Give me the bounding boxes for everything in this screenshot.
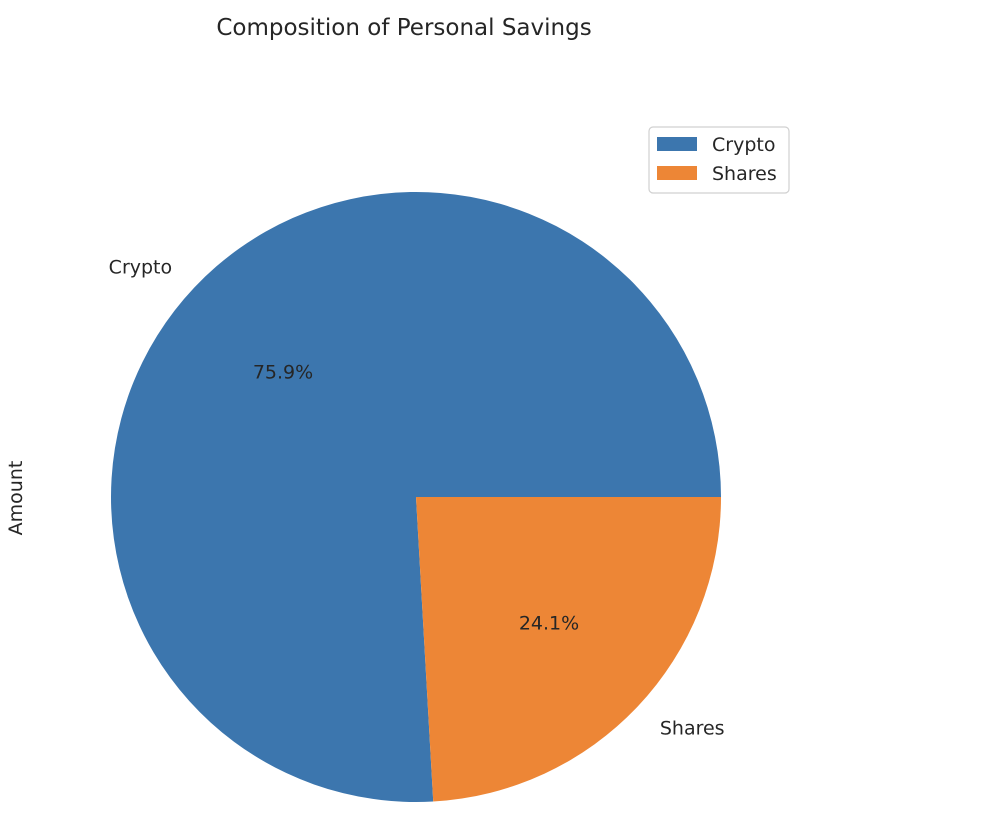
y-axis-label: Amount: [5, 461, 27, 536]
pie-labels: Crypto 75.9% Shares 24.1%: [109, 257, 725, 740]
percent-label-crypto: 75.9%: [253, 361, 313, 383]
percent-label-shares: 24.1%: [519, 613, 579, 635]
pie-slice-crypto: [111, 191, 721, 802]
legend-label-shares: Shares: [712, 163, 777, 185]
legend-label-crypto: Crypto: [712, 134, 775, 156]
legend-entries: Crypto Shares: [657, 134, 777, 185]
slice-label-shares: Shares: [660, 717, 725, 739]
legend-swatch-crypto: [657, 137, 697, 151]
pie-slice-shares: [416, 497, 721, 802]
legend: Crypto Shares: [648, 126, 790, 194]
slice-label-crypto: Crypto: [109, 257, 172, 279]
pie-slices: [111, 191, 721, 802]
legend-swatch-shares: [657, 166, 697, 180]
chart-title: Composition of Personal Savings: [216, 15, 591, 41]
